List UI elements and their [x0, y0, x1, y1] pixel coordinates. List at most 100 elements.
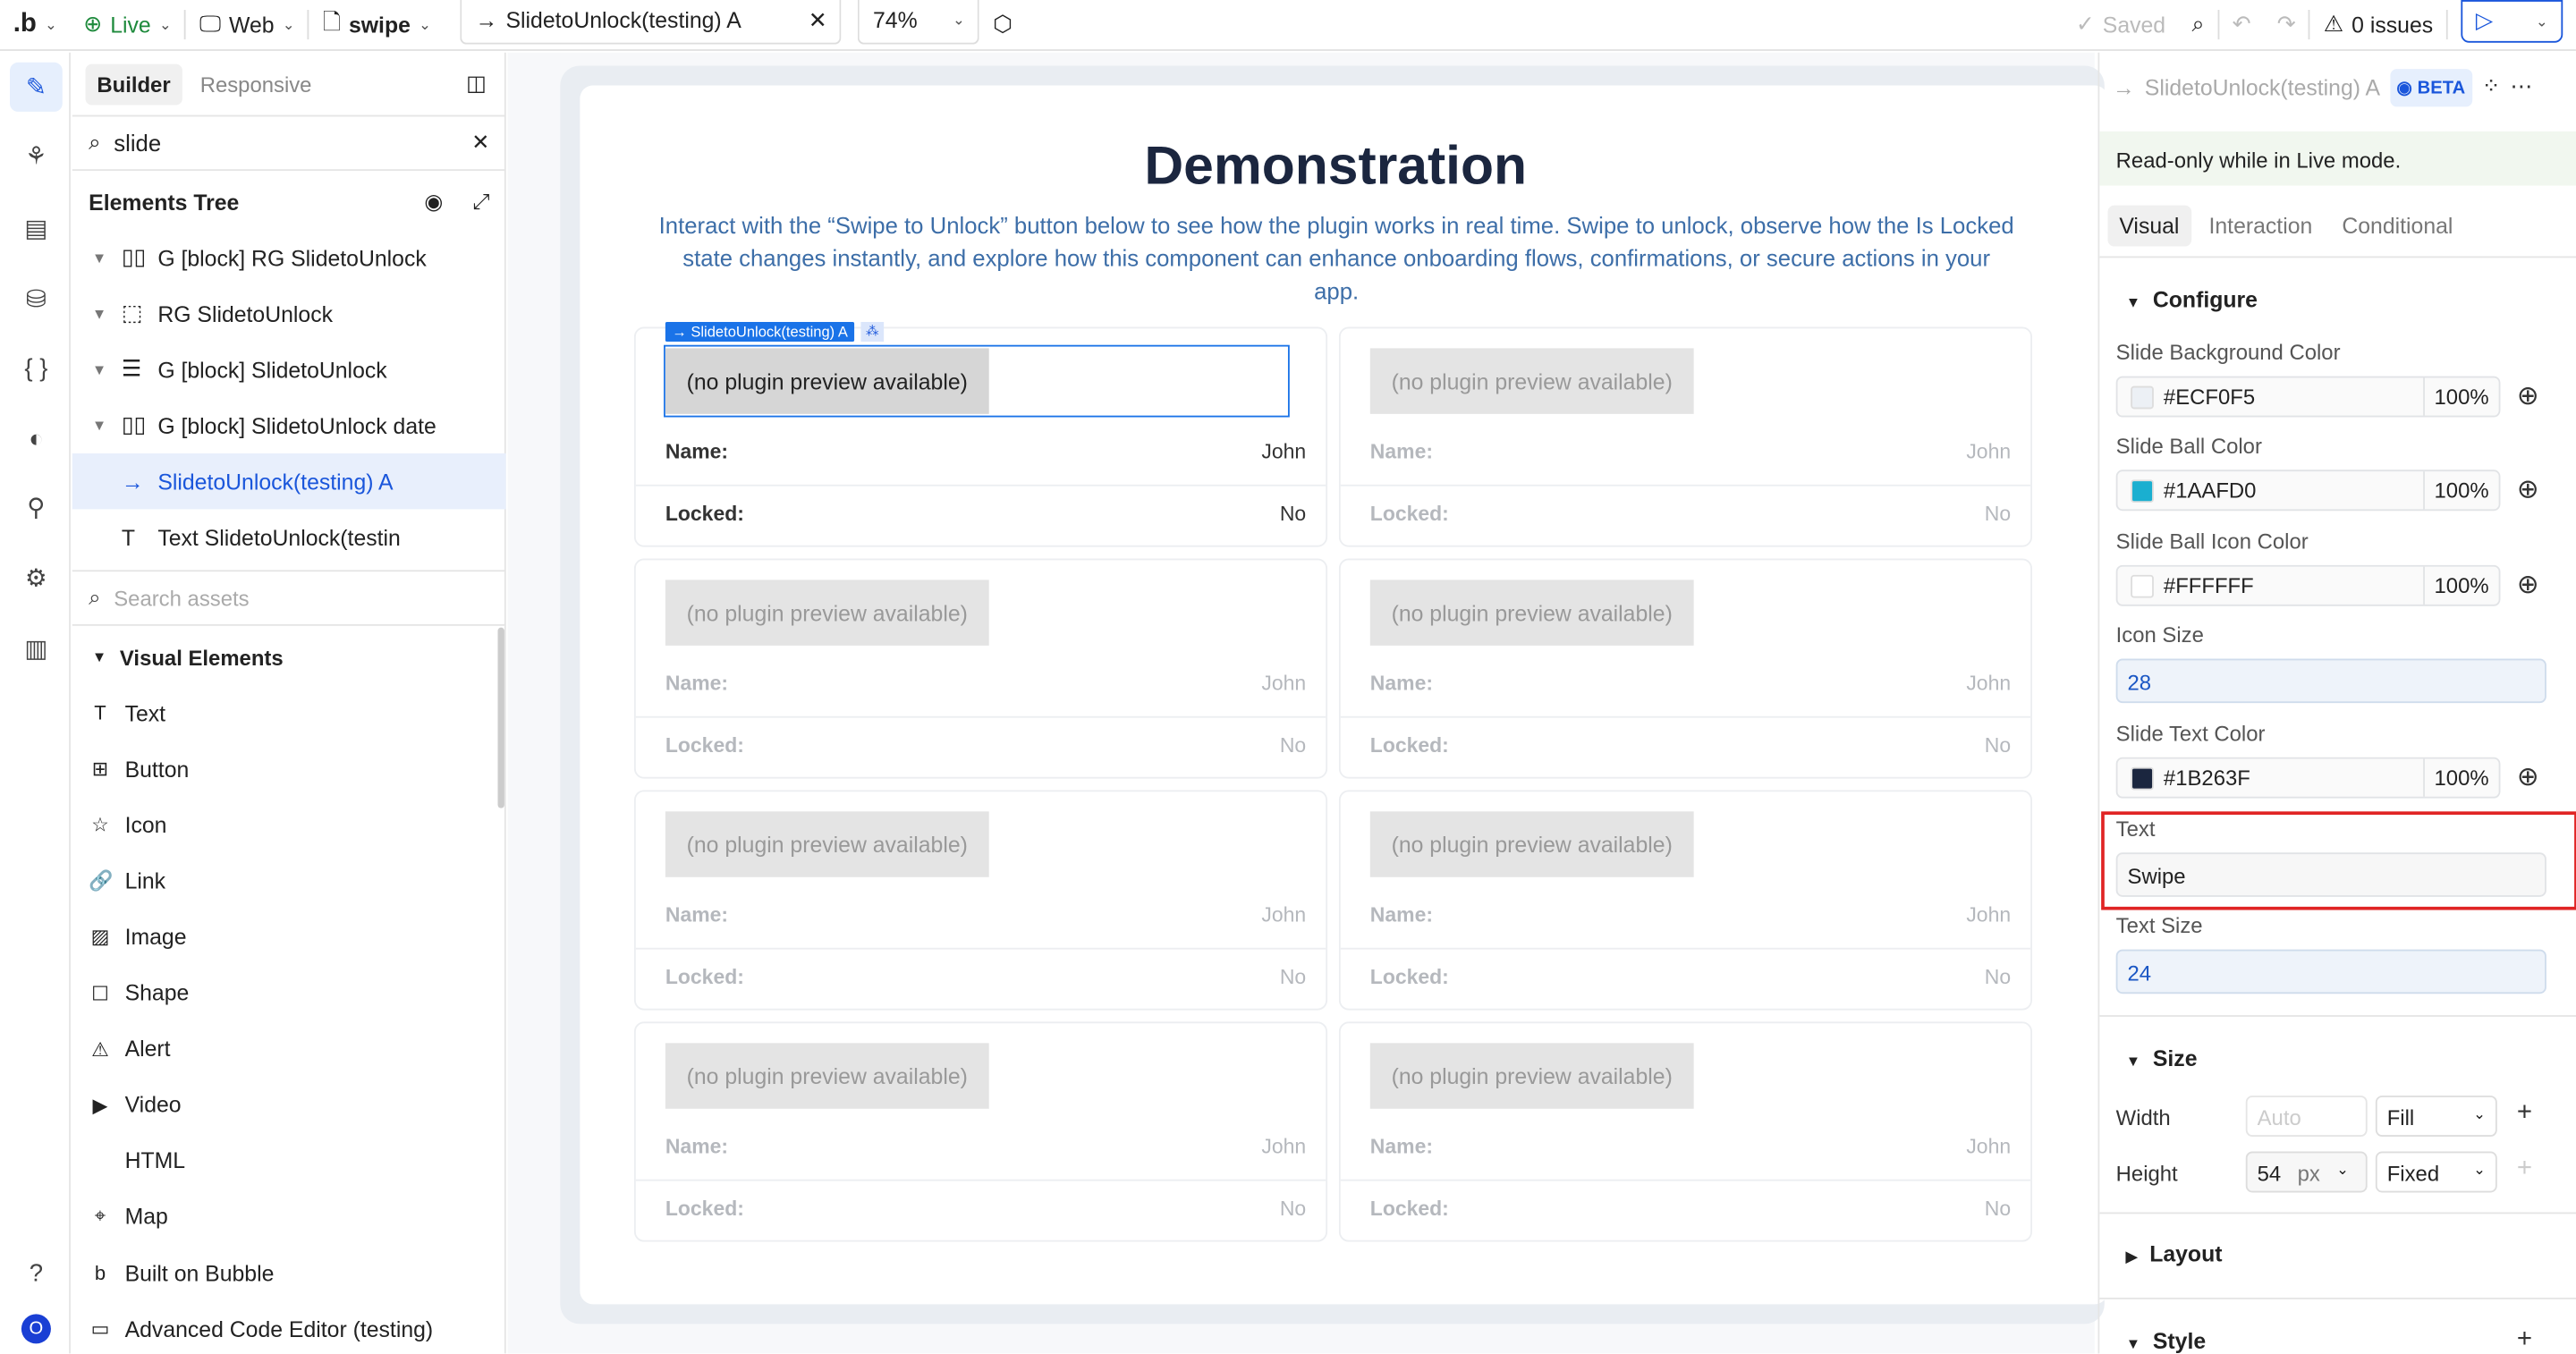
caret-down-icon[interactable]: ▼ — [91, 305, 107, 322]
tab-visual[interactable]: Visual — [2107, 205, 2191, 247]
clear-search-icon[interactable]: ✕ — [471, 130, 490, 155]
color-swatch[interactable] — [2131, 478, 2154, 503]
width-mode-dropdown[interactable]: Fill ⌄ — [2375, 1096, 2497, 1137]
plugin-preview[interactable]: (no plugin preview available) — [665, 1043, 989, 1109]
repeating-group-cell[interactable]: (no plugin preview available) Name: John … — [1338, 790, 2032, 1011]
opacity-value[interactable]: 100% — [2422, 377, 2499, 416]
expand-icon[interactable]: ⤢ — [472, 189, 490, 214]
repeating-group-cell[interactable]: → SlidetoUnlock(testing) A ⁂ (no plugin pr… — [633, 321, 1328, 547]
grid-icon[interactable]: ⁘ — [2481, 73, 2501, 99]
plugin-preview[interactable]: (no plugin preview available) — [1369, 1043, 1694, 1109]
chart-icon[interactable]: ▥ — [24, 635, 48, 664]
settings-icon[interactable]: ⚙ — [25, 564, 47, 594]
panel-toggle-icon[interactable]: ◫ — [466, 70, 487, 96]
selected-element-tag[interactable]: → SlidetoUnlock(testing) A — [665, 321, 855, 343]
element-selector[interactable]: → SlidetoUnlock(testing) A ✕ — [460, 0, 843, 44]
repeating-group-cell[interactable]: (no plugin preview available) Name: John … — [1338, 326, 2032, 547]
element-search-input[interactable]: slide — [114, 130, 162, 157]
slide-bg-color-field[interactable]: #ECF0F5 100% — [2115, 376, 2501, 418]
assets-search-input[interactable]: Search assets — [114, 585, 250, 611]
plugin-preview[interactable]: (no plugin preview available) — [665, 811, 989, 877]
workflow-icon[interactable]: ⚘ — [25, 142, 47, 172]
caret-down-icon[interactable]: ▼ — [91, 361, 107, 378]
caret-down-icon[interactable]: ▼ — [91, 417, 107, 434]
visual-element-item[interactable]: ☆ Icon — [72, 797, 506, 852]
search-icon[interactable]: ⌕ — [2191, 11, 2205, 37]
visual-element-item[interactable]: ⌖ Map — [72, 1189, 506, 1245]
plugin-preview[interactable]: (no plugin preview available) — [1369, 348, 1694, 414]
visual-element-item[interactable]: ▶ Video — [72, 1077, 506, 1132]
repeating-group-cell[interactable]: (no plugin preview available) Name: John … — [633, 790, 1328, 1011]
caret-down-icon[interactable]: ▼ — [91, 250, 107, 267]
plugin-preview[interactable]: (no plugin preview available) — [665, 348, 989, 414]
height-mode-dropdown[interactable]: Fixed ⌄ — [2375, 1151, 2497, 1193]
tree-item[interactable]: ▼ ▯▯ G [block] SlidetoUnlock date — [72, 397, 506, 453]
add-circle-icon[interactable]: ⊕ — [2516, 382, 2539, 411]
visual-element-item[interactable]: HTML — [72, 1133, 506, 1189]
size-section-toggle[interactable]: ▼ Size — [2125, 1045, 2198, 1071]
scrollbar[interactable] — [497, 627, 504, 808]
plugin-preview[interactable]: (no plugin preview available) — [1369, 580, 1694, 646]
icon-size-input[interactable]: 28 — [2115, 658, 2546, 704]
visual-element-item[interactable]: ⚠ Alert — [72, 1021, 506, 1077]
slide-ball-color-field[interactable]: #1AAFD0 100% — [2115, 470, 2501, 512]
add-circle-icon[interactable]: ⊕ — [2516, 476, 2539, 504]
width-input[interactable]: Auto — [2245, 1096, 2368, 1137]
text-input[interactable]: Swipe — [2115, 852, 2546, 897]
repeating-group-cell[interactable]: (no plugin preview available) Name: John … — [633, 558, 1328, 779]
visual-element-item[interactable]: ▭ Advanced Code Editor (testing) — [72, 1301, 506, 1354]
repeating-group-cell[interactable]: (no plugin preview available) Name: John … — [1338, 558, 2032, 779]
style-section-toggle[interactable]: ▼ Style — [2125, 1328, 2207, 1354]
group-icon[interactable]: ⁂ — [860, 321, 885, 343]
tab-responsive[interactable]: Responsive — [199, 71, 312, 97]
plus-icon[interactable]: + — [2516, 1098, 2532, 1127]
opacity-value[interactable]: 100% — [2422, 566, 2499, 605]
plus-icon[interactable]: + — [2516, 1325, 2532, 1354]
redo-icon[interactable]: ↷ — [2276, 11, 2296, 37]
avatar[interactable]: O — [10, 1304, 63, 1353]
tree-item[interactable]: ▼ ▯▯ G [block] RG SlidetoUnlock — [72, 230, 506, 285]
plugin-preview[interactable]: (no plugin preview available) — [1369, 811, 1694, 877]
layout-section-toggle[interactable]: ▶ Layout — [2125, 1241, 2223, 1267]
tree-item[interactable]: ▼ ⬚ RG SlidetoUnlock — [72, 286, 506, 342]
help-icon[interactable]: ? — [29, 1258, 44, 1288]
database-icon[interactable]: ⛁ — [25, 285, 47, 314]
preview-button[interactable]: ▷ ⌄ — [2461, 0, 2563, 43]
cube-icon[interactable]: ⬡ — [993, 11, 1013, 37]
layout-icon[interactable]: ▤ — [24, 215, 48, 243]
tab-interaction[interactable]: Interaction — [2208, 213, 2313, 239]
text-size-input[interactable]: 24 — [2115, 949, 2546, 994]
tree-item[interactable]: → SlidetoUnlock(testing) A — [72, 453, 506, 510]
eye-icon[interactable]: ◉ — [424, 189, 444, 214]
repeating-group-cell[interactable]: (no plugin preview available) Name: John … — [633, 1021, 1328, 1242]
code-braces-icon[interactable]: { } — [24, 353, 48, 383]
caret-down-icon[interactable]: ▼ — [91, 648, 107, 665]
issues-button[interactable]: ⚠ 0 issues — [2310, 0, 2446, 50]
color-swatch[interactable] — [2131, 766, 2154, 790]
palette-icon[interactable]: ◐ — [29, 424, 44, 453]
tree-item[interactable]: ▼ ☰ G [block] SlidetoUnlock — [72, 342, 506, 397]
color-swatch[interactable] — [2131, 385, 2154, 409]
slide-text-color-field[interactable]: #1B263F 100% — [2115, 757, 2501, 799]
close-icon[interactable]: ✕ — [808, 7, 827, 32]
slide-ball-icon-color-field[interactable]: #FFFFFF 100% — [2115, 564, 2501, 606]
configure-section-toggle[interactable]: ▼ Configure — [2125, 287, 2258, 312]
zoom-dropdown[interactable]: 74% ⌄ — [858, 0, 980, 44]
visual-element-item[interactable]: ☐ Shape — [72, 965, 506, 1020]
tab-builder[interactable]: Builder — [85, 63, 182, 105]
plugin-preview[interactable]: (no plugin preview available) — [665, 580, 989, 646]
tab-conditional[interactable]: Conditional — [2342, 213, 2453, 239]
app-menu[interactable]: .b ⌄ — [0, 0, 71, 50]
beta-toggle[interactable]: ◉ BETA — [2390, 68, 2472, 106]
device-dropdown[interactable]: 🖵 Web ⌄ — [186, 0, 308, 50]
add-circle-icon[interactable]: ⊕ — [2516, 571, 2539, 600]
opacity-value[interactable]: 100% — [2422, 471, 2499, 510]
visual-element-item[interactable]: 🔗 Link — [72, 853, 506, 909]
plugin-icon[interactable]: ⚲ — [27, 494, 46, 523]
height-unit[interactable]: px — [2297, 1161, 2320, 1187]
height-input[interactable]: 54 px ⌄ — [2245, 1151, 2368, 1193]
visual-element-item[interactable]: ▨ Image — [72, 909, 506, 964]
more-icon[interactable]: ⋯ — [2510, 73, 2533, 99]
page-dropdown[interactable]: 🗋 swipe ⌄ — [309, 0, 444, 50]
design-pencil-icon[interactable]: ✎ — [10, 62, 63, 112]
